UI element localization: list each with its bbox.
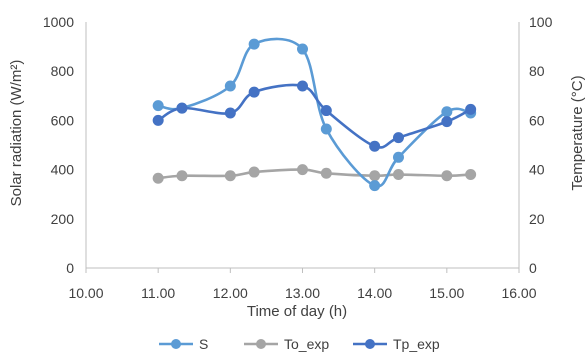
legend: S To_exp Tp_exp bbox=[159, 336, 440, 352]
data-point-Tp_exp bbox=[176, 102, 188, 114]
x-tick-label: 16.00 bbox=[501, 285, 536, 301]
legend-label-To_exp: To_exp bbox=[284, 336, 329, 352]
data-point-Tp_exp bbox=[152, 114, 164, 126]
y-tick-label: 1000 bbox=[43, 14, 74, 30]
data-point-To_exp bbox=[369, 170, 381, 182]
data-point-Tp_exp bbox=[441, 116, 453, 128]
data-point-S bbox=[369, 180, 381, 192]
data-point-S bbox=[224, 80, 236, 92]
y2-tick-label: 100 bbox=[529, 14, 553, 30]
y2-tick-label: 80 bbox=[529, 63, 545, 79]
data-point-To_exp bbox=[176, 170, 188, 182]
legend-marker-To_exp bbox=[256, 339, 266, 349]
y-tick-label: 400 bbox=[51, 162, 75, 178]
data-point-To_exp bbox=[320, 167, 332, 179]
y-tick-label: 600 bbox=[51, 112, 75, 128]
data-point-S bbox=[392, 151, 404, 163]
data-point-Tp_exp bbox=[392, 132, 404, 144]
data-point-To_exp bbox=[465, 169, 477, 181]
data-point-To_exp bbox=[392, 169, 404, 181]
legend-label-S: S bbox=[199, 336, 208, 352]
y2-tick-label: 20 bbox=[529, 211, 545, 227]
data-point-S bbox=[297, 43, 308, 55]
data-point-To_exp bbox=[152, 172, 164, 184]
data-point-S bbox=[152, 100, 164, 112]
data-point-To_exp bbox=[297, 164, 308, 176]
data-point-Tp_exp bbox=[465, 103, 477, 115]
data-point-To_exp bbox=[441, 170, 453, 182]
y-tick-label: 200 bbox=[51, 211, 75, 227]
x-tick-label: 13.00 bbox=[285, 285, 320, 301]
x-axis-title: Time of day (h) bbox=[247, 303, 347, 320]
data-point-Tp_exp bbox=[320, 105, 332, 117]
x-tick-label: 15.00 bbox=[429, 285, 464, 301]
data-point-S bbox=[248, 38, 260, 50]
data-point-Tp_exp bbox=[369, 140, 381, 152]
x-tick-label: 10.00 bbox=[68, 285, 103, 301]
legend-marker-S bbox=[171, 339, 181, 349]
legend-marker-Tp_exp bbox=[365, 339, 375, 349]
x-tick-label: 12.00 bbox=[213, 285, 248, 301]
x-tick-label: 11.00 bbox=[141, 285, 175, 301]
data-point-S bbox=[320, 123, 332, 135]
series-line-Tp_exp bbox=[157, 83, 472, 149]
legend-label-Tp_exp: Tp_exp bbox=[393, 336, 440, 352]
y-axis-title: Solar radiation (W/m²) bbox=[8, 60, 25, 207]
y2-tick-label: 60 bbox=[529, 112, 545, 128]
data-point-To_exp bbox=[248, 166, 260, 178]
y2-axis-title: Temperature (°C) bbox=[569, 75, 585, 190]
data-point-Tp_exp bbox=[248, 86, 260, 98]
data-point-S bbox=[441, 106, 453, 118]
y-tick-label: 800 bbox=[51, 63, 75, 79]
series-line-To_exp bbox=[158, 168, 471, 180]
x-tick-label: 14.00 bbox=[357, 285, 392, 301]
series-line-S bbox=[157, 37, 471, 188]
y2-tick-label: 40 bbox=[529, 162, 545, 178]
y-tick-label: 0 bbox=[66, 260, 74, 276]
data-point-To_exp bbox=[224, 170, 236, 182]
data-point-Tp_exp bbox=[224, 107, 236, 119]
data-point-Tp_exp bbox=[297, 80, 308, 92]
y2-tick-label: 0 bbox=[529, 260, 537, 276]
